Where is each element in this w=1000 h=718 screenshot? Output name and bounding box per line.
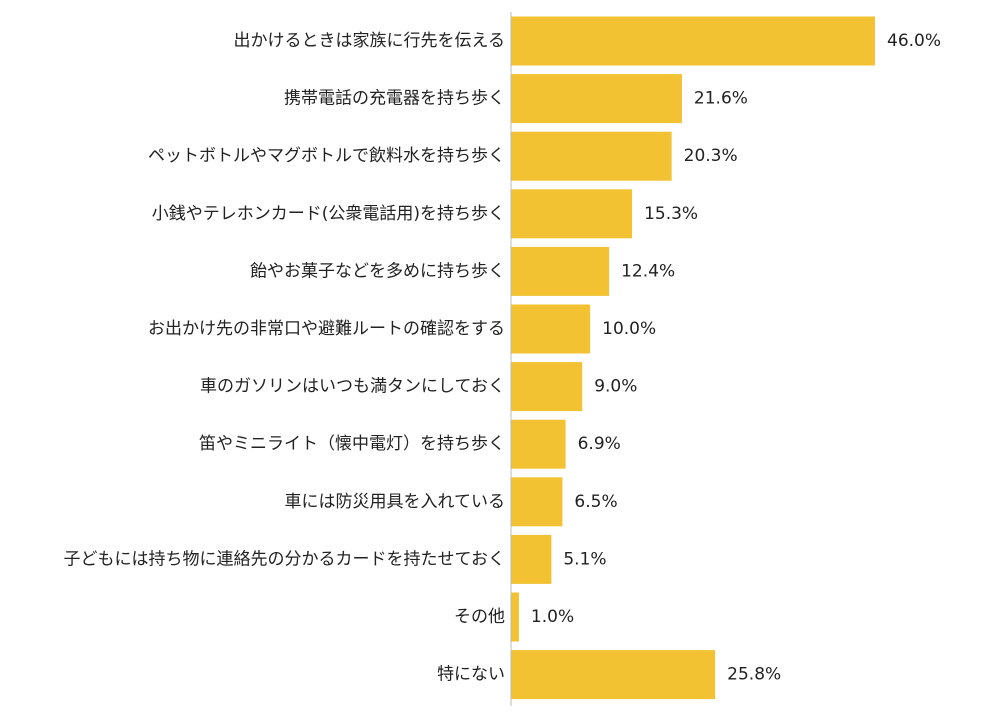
value-label-10: 5.1% — [563, 549, 606, 569]
category-label-9: 車には防災用具を入れている — [285, 492, 506, 512]
bar-3 — [511, 131, 672, 181]
bar-6 — [511, 304, 591, 354]
bar-8 — [511, 419, 566, 469]
category-label-8: 笛やミニライト（懐中電灯）を持ち歩く — [199, 434, 505, 454]
value-label-6: 10.0% — [602, 319, 656, 339]
category-label-12: 特にない — [437, 665, 505, 685]
value-label-11: 1.0% — [531, 607, 574, 627]
value-label-7: 9.0% — [594, 377, 637, 397]
value-label-3: 20.3% — [684, 146, 738, 166]
category-label-6: お出かけ先の非常口や避難ルートの確認をする — [148, 319, 505, 339]
bar-11 — [511, 592, 519, 642]
category-label-7: 車のガソリンはいつも満タンにしておく — [200, 377, 505, 397]
value-labels: 46.0% 21.6% 20.3% 15.3% 12.4% 10.0% 9.0% 6.9% 6.… — [531, 31, 941, 685]
category-label-1: 出かけるときは家族に行先を伝える — [234, 31, 506, 51]
category-label-5: 飴やお菓子などを多めに持ち歩く — [250, 261, 505, 281]
value-label-1: 46.0% — [887, 31, 941, 51]
value-label-5: 12.4% — [621, 261, 675, 281]
bar-10 — [511, 534, 552, 584]
category-label-4: 小銭やテレホンカード(公衆電話用)を持ち歩く — [152, 204, 505, 224]
category-label-10: 子どもには持ち物に連絡先の分かるカードを持たせておく — [64, 549, 506, 569]
value-label-8: 6.9% — [578, 434, 621, 454]
bars-group — [511, 16, 875, 700]
category-label-11: その他 — [454, 607, 505, 627]
bar-2 — [511, 74, 682, 124]
value-label-12: 25.8% — [727, 665, 781, 685]
value-label-2: 21.6% — [694, 89, 748, 109]
bar-7 — [511, 362, 583, 412]
value-label-9: 6.5% — [574, 492, 617, 512]
bar-4 — [511, 189, 633, 239]
bar-1 — [511, 16, 875, 66]
bar-5 — [511, 246, 610, 296]
category-label-2: 携帯電話の充電器を持ち歩く — [284, 89, 505, 109]
bar-9 — [511, 477, 563, 527]
category-labels: 出かけるときは家族に行先を伝える携帯電話の充電器を持ち歩くペットボトルやマグボト… — [64, 31, 506, 685]
bar-12 — [511, 650, 716, 700]
category-label-3: ペットボトルやマグボトルで飲料水を持ち歩く — [148, 146, 505, 166]
value-label-4: 15.3% — [644, 204, 698, 224]
